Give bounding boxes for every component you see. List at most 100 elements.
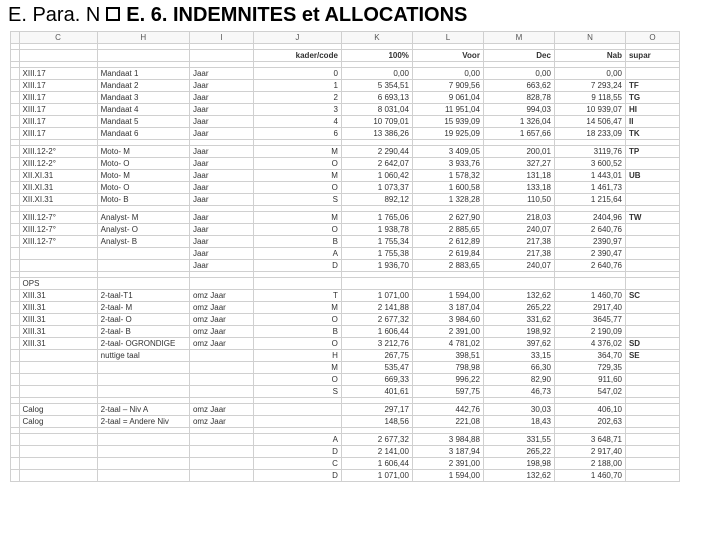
table-row: C1 606,442 391,00198,982 188,00: [11, 458, 680, 470]
table-row: XII.XI.31Moto- BJaarS892,121 328,28110,5…: [11, 194, 680, 206]
cell: XII.XI.31: [19, 170, 97, 182]
cell: 798,98: [412, 362, 483, 374]
cell: Jaar: [189, 260, 253, 272]
cell: Jaar: [189, 182, 253, 194]
cell: 1 461,73: [554, 182, 625, 194]
cell: Mandaat 5: [97, 116, 189, 128]
cell: 2-taal-T1: [97, 290, 189, 302]
table-row: kader/code100%VoorDecNabsupar: [11, 50, 680, 62]
table-row: M535,47798,9866,30729,35: [11, 362, 680, 374]
cell: [11, 80, 20, 92]
cell: 4: [253, 116, 341, 128]
cell: Moto- O: [97, 182, 189, 194]
table-row: XIII.12-7°Analyst- BJaarB1 755,342 612,8…: [11, 236, 680, 248]
cell: 33,15: [483, 350, 554, 362]
cell: TK: [625, 128, 679, 140]
cell: 1 606,44: [341, 326, 412, 338]
cell: XIII.17: [19, 80, 97, 92]
cell: 9 118,55: [554, 92, 625, 104]
table-row: XIII.312-taal- OGRONDIGEomz JaarO3 212,7…: [11, 338, 680, 350]
cell: [97, 248, 189, 260]
cell: [625, 302, 679, 314]
col-hdr: J: [253, 32, 341, 44]
cell: A: [253, 434, 341, 446]
cell: C: [253, 458, 341, 470]
cell: Jaar: [189, 92, 253, 104]
cell: 148,56: [341, 416, 412, 428]
cell: XIII.17: [19, 92, 97, 104]
cell: 2 390,47: [554, 248, 625, 260]
cell: [341, 278, 412, 290]
cell: [11, 260, 20, 272]
cell: kader/code: [253, 50, 341, 62]
cell: [11, 116, 20, 128]
cell: [19, 470, 97, 482]
cell: 82,90: [483, 374, 554, 386]
cell: XIII.12-2°: [19, 158, 97, 170]
cell: 397,62: [483, 338, 554, 350]
table-row: O669,33996,2282,90911,60: [11, 374, 680, 386]
table-row: D2 141,003 187,94265,222 917,40: [11, 446, 680, 458]
cell: SD: [625, 338, 679, 350]
table-row: XIII.12-2°Moto- OJaarO2 642,073 933,7632…: [11, 158, 680, 170]
header-left: E. Para. N: [8, 4, 100, 27]
cell: 828,78: [483, 92, 554, 104]
cell: 7 909,56: [412, 80, 483, 92]
cell: [11, 128, 20, 140]
cell: [483, 278, 554, 290]
cell: XIII.31: [19, 338, 97, 350]
cell: [189, 446, 253, 458]
cell: [625, 404, 679, 416]
table-row: XIII.12-7°Analyst- OJaarO1 938,782 885,6…: [11, 224, 680, 236]
cell: XIII.31: [19, 290, 97, 302]
cell: 7 293,24: [554, 80, 625, 92]
cell: 217,38: [483, 248, 554, 260]
cell: 3645,77: [554, 314, 625, 326]
cell: 132,62: [483, 290, 554, 302]
cell: [11, 470, 20, 482]
cell: [11, 302, 20, 314]
cell: [97, 50, 189, 62]
cell: [11, 446, 20, 458]
table-row: XIII.17Mandaat 3Jaar26 693,139 061,04828…: [11, 92, 680, 104]
cell: omz Jaar: [189, 338, 253, 350]
cell: 2-taal – Niv A: [97, 404, 189, 416]
cell: 5 354,51: [341, 80, 412, 92]
table-row: Calog2-taal = Andere Nivomz Jaar148,5622…: [11, 416, 680, 428]
cell: SE: [625, 350, 679, 362]
cell: 6: [253, 128, 341, 140]
cell: 1 594,00: [412, 290, 483, 302]
cell: [11, 248, 20, 260]
cell: [554, 278, 625, 290]
cell: 3 984,60: [412, 314, 483, 326]
table-row: XIII.12-2°Moto- MJaarM2 290,443 409,0520…: [11, 146, 680, 158]
cell: 2 642,07: [341, 158, 412, 170]
cell: 2 619,84: [412, 248, 483, 260]
table-row: nuttige taalH267,75398,5133,15364,70SE: [11, 350, 680, 362]
cell: 100%: [341, 50, 412, 62]
cell: 1 071,00: [341, 290, 412, 302]
cell: 267,75: [341, 350, 412, 362]
cell: [625, 362, 679, 374]
cell: 46,73: [483, 386, 554, 398]
cell: XIII.12-2°: [19, 146, 97, 158]
data-table: C H I J K L M N O kader/code100%VoorDecN…: [10, 31, 680, 482]
cell: 217,38: [483, 236, 554, 248]
cell: [412, 278, 483, 290]
cell: XIII.12-7°: [19, 224, 97, 236]
cell: 1 657,66: [483, 128, 554, 140]
cell: 0,00: [412, 68, 483, 80]
table-row: XIII.17Mandaat 2Jaar15 354,517 909,56663…: [11, 80, 680, 92]
cell: 996,22: [412, 374, 483, 386]
cell: 0: [253, 68, 341, 80]
cell: [19, 248, 97, 260]
cell: [11, 404, 20, 416]
cell: 66,30: [483, 362, 554, 374]
cell: XIII.12-7°: [19, 212, 97, 224]
cell: [11, 50, 20, 62]
cell: Mandaat 4: [97, 104, 189, 116]
cell: 3 648,71: [554, 434, 625, 446]
cell: M: [253, 212, 341, 224]
cell: Dec: [483, 50, 554, 62]
cell: 331,55: [483, 434, 554, 446]
